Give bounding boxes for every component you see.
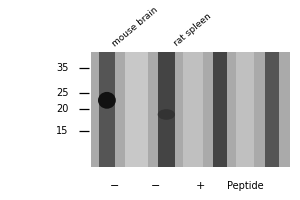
Bar	[213, 52, 227, 167]
Bar	[91, 52, 290, 167]
Text: Peptide: Peptide	[227, 181, 264, 191]
Text: mouse brain: mouse brain	[110, 5, 159, 48]
Bar	[158, 52, 175, 167]
Text: 35: 35	[56, 63, 68, 73]
Ellipse shape	[158, 109, 175, 120]
Text: 25: 25	[56, 88, 68, 98]
Text: −: −	[151, 181, 160, 191]
Bar	[236, 52, 254, 167]
Bar	[99, 52, 115, 167]
Text: 20: 20	[56, 104, 68, 114]
Bar	[265, 52, 279, 167]
Ellipse shape	[98, 92, 116, 109]
Bar	[125, 52, 148, 167]
Text: +: +	[196, 181, 205, 191]
Text: −: −	[110, 181, 119, 191]
Bar	[183, 52, 203, 167]
Text: 15: 15	[56, 126, 68, 136]
Text: rat spleen: rat spleen	[172, 12, 213, 48]
